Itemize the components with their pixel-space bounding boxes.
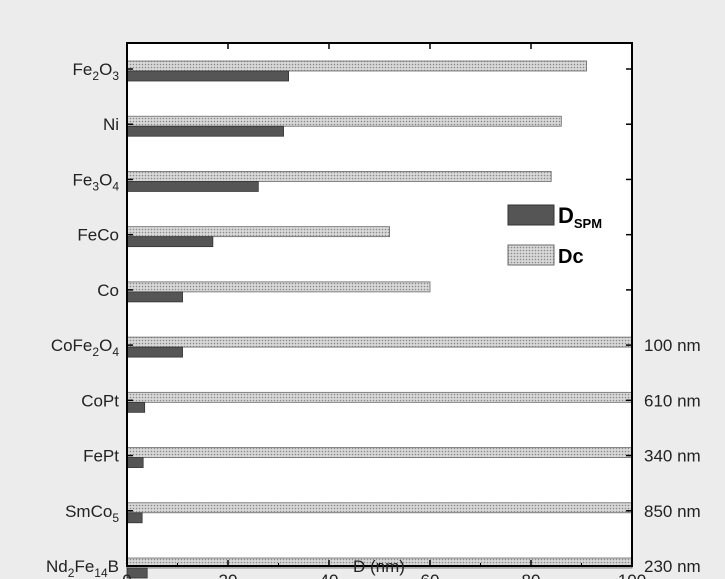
- bar-dspm-0: [126, 70, 290, 82]
- y-tick-label-7: FePt: [83, 447, 119, 466]
- overflow-label-8: 850 nm: [644, 502, 701, 521]
- y-tick-label-3: FeCo: [77, 226, 119, 245]
- x-tick-label-5: 100: [618, 571, 646, 579]
- x-axis-title: D (nm): [353, 557, 405, 576]
- x-tick-label-0: 0: [122, 571, 131, 579]
- y-tick-label-0: Fe2O3: [73, 60, 120, 83]
- y-tick-label-1: Ni: [103, 115, 119, 134]
- bar-dspm-6: [126, 401, 146, 413]
- overflow-label-9: 230 nm: [644, 557, 701, 576]
- legend-swatch-dspm: [507, 204, 555, 226]
- bar-dspm-7: [126, 457, 144, 468]
- legend-label-dspm: DSPM: [558, 203, 602, 231]
- bar-dspm-2: [126, 181, 259, 192]
- bar-dc-8: [126, 502, 633, 514]
- bar-dspm-4: [126, 291, 183, 303]
- legend-label-dc: Dc: [558, 246, 584, 268]
- x-tick-label-2: 40: [320, 571, 339, 579]
- bar-dc-6: [126, 391, 633, 403]
- bar-dc-4: [126, 281, 431, 293]
- bar-dc-3: [126, 226, 391, 238]
- bar-dspm-1: [126, 125, 284, 137]
- y-tick-label-6: CoPt: [81, 391, 119, 410]
- bar-dc-1: [126, 115, 562, 127]
- bar-dc-5: [126, 336, 633, 348]
- x-tick-label-4: 80: [522, 571, 541, 579]
- overflow-label-5: 100 nm: [644, 336, 701, 355]
- bar-dc-7: [126, 447, 633, 458]
- y-tick-label-8: SmCo5: [65, 502, 119, 525]
- x-tick-label-3: 60: [421, 571, 440, 579]
- bar-dc-0: [126, 60, 587, 72]
- bar-dspm-3: [126, 236, 214, 248]
- bar-dc-2: [126, 171, 552, 182]
- y-tick-label-2: Fe3O4: [73, 170, 120, 193]
- overflow-label-6: 610 nm: [644, 391, 701, 410]
- y-tick-label-9: Nd2Fe14B: [46, 557, 119, 579]
- bar-dspm-9: [126, 567, 148, 579]
- bar-dspm-8: [126, 512, 143, 524]
- x-tick-label-1: 20: [219, 571, 238, 579]
- bar-dspm-5: [126, 346, 183, 358]
- overflow-label-7: 340 nm: [644, 447, 701, 466]
- y-tick-label-5: CoFe2O4: [51, 336, 120, 359]
- y-tick-label-4: Co: [97, 281, 119, 300]
- legend-swatch-dc: [507, 244, 555, 266]
